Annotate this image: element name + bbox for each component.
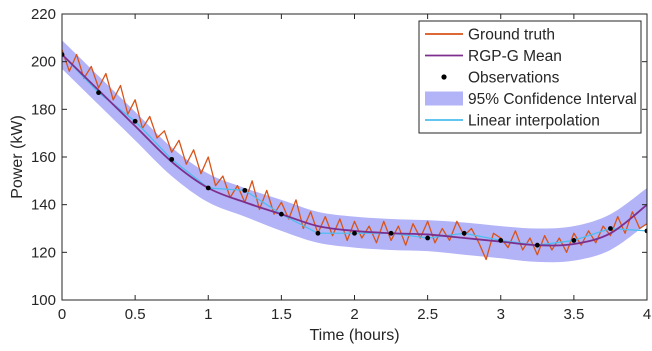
x-tick-label: 4 <box>643 306 651 323</box>
observation-point <box>242 187 248 193</box>
y-tick-label: 120 <box>31 244 56 261</box>
observation-point <box>388 230 394 236</box>
observation-point <box>608 226 613 231</box>
observation-point <box>169 156 175 162</box>
observation-point <box>498 238 504 243</box>
observation-point <box>571 238 577 243</box>
y-tick-label: 180 <box>31 101 56 118</box>
axis-ticks: 0 0.5 1 1.5 2 2.5 3 3.5 4 100 120 140 160 180 200 220 <box>31 6 651 323</box>
legend-swatch <box>425 91 463 106</box>
x-tick-label: 3.5 <box>563 306 584 323</box>
observation-point <box>205 185 211 191</box>
y-tick-label: 220 <box>31 6 56 23</box>
legend-item-interp: Linear interpolation <box>425 113 600 130</box>
x-tick-label: 2 <box>350 306 358 323</box>
x-tick-label: 1 <box>204 306 212 323</box>
legend-label: 95% Confidence Interval <box>468 91 637 108</box>
observation-point <box>644 228 647 234</box>
y-axis-label: Power (kW) <box>9 115 26 199</box>
observation-point <box>425 235 431 241</box>
observation-point <box>96 90 101 96</box>
x-axis-label: Time (hours) <box>309 327 399 344</box>
x-tick-label: 3 <box>497 306 505 323</box>
legend-label: Observations <box>468 70 560 87</box>
legend-item-mean: RGP-G Mean <box>425 48 562 65</box>
confidence-band <box>62 40 647 263</box>
observation-point <box>62 52 65 57</box>
legend-swatch <box>441 74 447 80</box>
x-tick-label: 2.5 <box>417 306 438 323</box>
x-tick-label: 1.5 <box>271 306 292 323</box>
y-tick-label: 140 <box>31 197 56 214</box>
legend: Ground truth RGP-G Mean Observations 95% Co… <box>418 20 642 134</box>
x-tick-label: 0 <box>58 306 66 323</box>
legend-box <box>418 20 642 134</box>
legend-label: Ground truth <box>468 27 555 44</box>
observation-point <box>461 230 467 236</box>
y-tick-label: 200 <box>31 54 56 71</box>
legend-item-ground_truth: Ground truth <box>425 27 555 44</box>
observation-point <box>315 230 321 236</box>
observation-point <box>352 230 357 236</box>
legend-label: RGP-G Mean <box>468 48 562 65</box>
observation-point <box>132 118 138 124</box>
legend-item-ci: 95% Confidence Interval <box>425 91 637 108</box>
x-tick-label: 0.5 <box>125 306 146 323</box>
observation-point <box>534 242 540 248</box>
y-tick-label: 160 <box>31 149 56 166</box>
legend-item-observations: Observations <box>441 70 560 87</box>
legend-label: Linear interpolation <box>468 113 600 130</box>
y-tick-label: 100 <box>31 292 56 309</box>
plot-area <box>62 40 647 263</box>
observation-point <box>278 211 284 217</box>
